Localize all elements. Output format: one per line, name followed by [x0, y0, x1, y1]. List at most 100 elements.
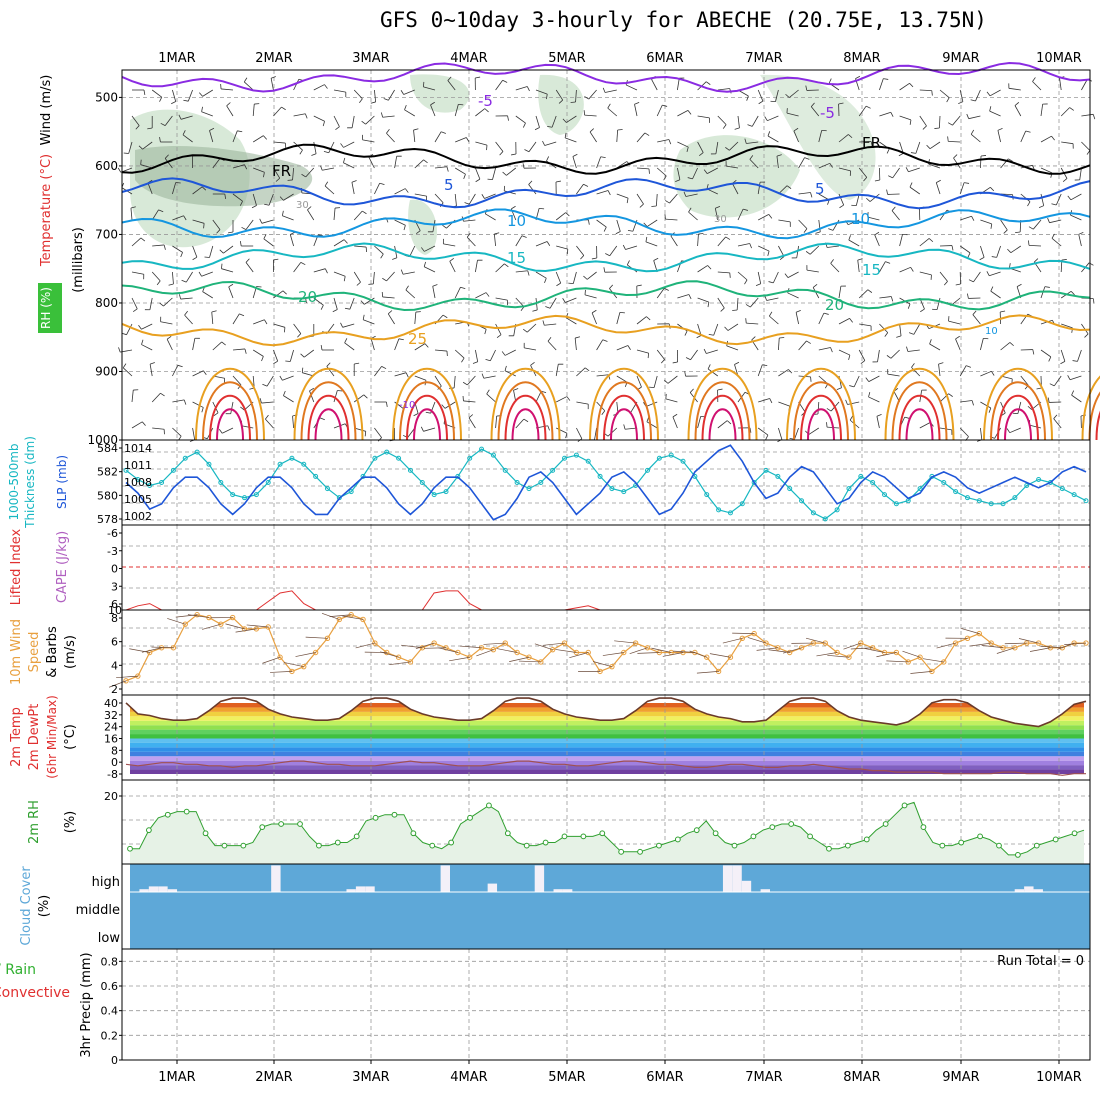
wind-barb — [828, 78, 832, 84]
wind-barb — [660, 359, 665, 364]
wind-barb — [562, 118, 567, 123]
li-label: Lifted Index — [9, 528, 24, 605]
temperature-contour — [406, 395, 448, 441]
wind-barb-10m — [805, 637, 826, 644]
isotherm-line — [121, 280, 1091, 312]
wind-barb — [890, 349, 900, 359]
rh-point — [467, 814, 473, 821]
wind-barb — [757, 364, 763, 377]
pressure-tick-label: 700 — [95, 227, 118, 241]
wind-barb — [779, 256, 785, 260]
wind-barb — [959, 245, 971, 254]
wind-tick-label: 4 — [111, 659, 118, 672]
wind-barb — [343, 239, 348, 244]
slp-tick-label: 1002 — [124, 510, 152, 523]
rh-point — [202, 830, 209, 837]
wind-barb — [293, 262, 302, 273]
wind-speed-point — [727, 654, 734, 660]
wind-speed-line — [125, 614, 1086, 682]
wind-barb — [273, 360, 278, 365]
wind-barb — [986, 271, 990, 276]
wind-barb — [413, 130, 416, 143]
wind-barb — [616, 219, 621, 232]
wind-barb — [183, 99, 189, 102]
wind-barb-10m — [129, 648, 150, 653]
temperature-contour — [497, 381, 554, 441]
contour-label: 10 — [507, 212, 526, 230]
wind-barb — [544, 323, 557, 326]
wind-barb — [996, 245, 1001, 258]
wind-barb — [273, 167, 281, 179]
wind-barb — [407, 427, 416, 438]
wind-speed-point — [1012, 645, 1018, 651]
wind-barb — [192, 370, 204, 377]
wind-barb — [344, 342, 355, 351]
wind-barb — [222, 427, 234, 434]
precip-tick-label: 0 — [111, 1054, 118, 1067]
wind-barb — [964, 182, 970, 184]
cloud-high-bar — [732, 865, 742, 892]
wind-barb — [707, 265, 712, 270]
wind-speed-point — [917, 654, 923, 660]
wind-barb — [826, 422, 828, 428]
wind-barb — [732, 183, 739, 195]
temperature-contour — [983, 367, 1053, 441]
wind-barb — [785, 93, 790, 98]
wind-barb — [838, 167, 851, 172]
wind-barb — [453, 375, 456, 388]
wind-barb — [886, 148, 890, 154]
wind-barb — [772, 271, 779, 284]
wind-barb — [975, 89, 981, 102]
wind-barb — [968, 279, 974, 283]
wind-barb — [201, 106, 203, 112]
precip-tick-label: 0.8 — [101, 955, 119, 968]
wind-barb — [815, 231, 821, 234]
wind-barb — [1034, 258, 1039, 263]
wind-barb — [1009, 342, 1014, 347]
wind-barb — [404, 105, 407, 110]
wind-barb — [192, 245, 198, 258]
wind-barb — [285, 360, 291, 362]
wind-barb — [504, 365, 507, 371]
wind-barb — [442, 224, 447, 229]
wind-barb — [343, 162, 355, 169]
wind-barb — [717, 115, 727, 125]
wind-barb-10m — [543, 642, 565, 646]
wind-barb — [126, 323, 133, 335]
wind-barb — [793, 127, 799, 132]
wind-barb — [414, 343, 426, 351]
wind-barb — [311, 153, 317, 156]
wind-barb — [859, 323, 872, 327]
wind-barb-10m — [424, 647, 447, 649]
wind-barb — [140, 237, 146, 242]
wind-barb — [1084, 333, 1089, 338]
wind-barb — [1067, 195, 1072, 201]
wind-barb — [827, 199, 830, 205]
temperature-unit-label: (°C) — [63, 724, 78, 750]
wind-barb — [163, 244, 166, 250]
wind-barb — [853, 375, 860, 388]
wind-barb — [758, 398, 770, 403]
wind-barb — [955, 283, 961, 286]
slp-point — [372, 455, 378, 461]
wind-barb — [980, 219, 992, 225]
wind-barb — [909, 186, 921, 195]
wind-barb — [340, 143, 344, 148]
wind-barb — [149, 364, 153, 377]
wind-barb — [885, 261, 891, 264]
wind-barb — [616, 130, 619, 143]
wind-barb — [755, 283, 761, 286]
wind-barb — [946, 97, 950, 103]
li-tick-label: 0 — [111, 563, 118, 576]
slp-point — [242, 495, 248, 501]
wind-barb — [555, 364, 559, 377]
wind-barb — [360, 300, 365, 305]
wind-barb — [527, 270, 530, 276]
wind-barb — [159, 97, 163, 102]
wind-barb — [806, 269, 819, 273]
wind-barb — [908, 167, 920, 173]
wind-barb — [430, 101, 435, 106]
wind-barb — [687, 177, 693, 180]
x-tick-label-bottom: 5MAR — [548, 1070, 585, 1085]
wind-barb — [1078, 234, 1082, 247]
